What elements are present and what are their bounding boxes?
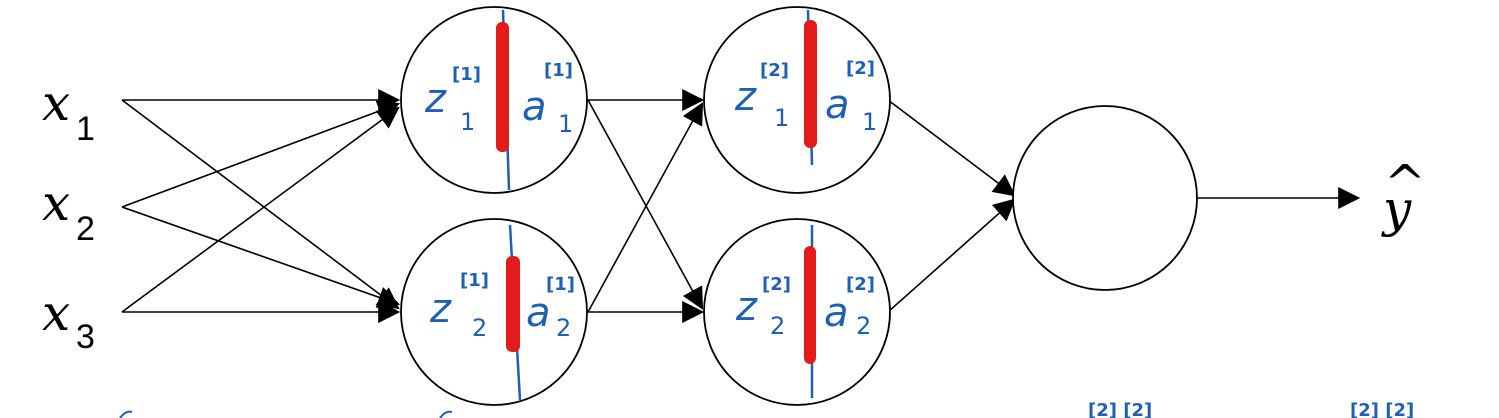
yhat-hat: ^ xyxy=(1384,154,1426,212)
z-layer: [1] xyxy=(452,64,481,85)
node-output xyxy=(1012,105,1198,291)
node-layer2-unit1: z [2] 1 a [2] 1 xyxy=(703,6,891,194)
red-highlight xyxy=(496,22,509,152)
node-circle xyxy=(703,6,891,194)
edge-h21-out xyxy=(887,99,1016,197)
input-x3: x 3 xyxy=(42,284,95,356)
z-symbol: z xyxy=(429,286,452,332)
a-layer: [1] xyxy=(544,60,573,81)
a-symbol: a xyxy=(824,290,849,336)
z-index: 2 xyxy=(472,314,487,342)
edges-layer2-to-output xyxy=(887,99,1361,313)
z-layer: [2] xyxy=(760,60,789,81)
yhat-symbol: y xyxy=(1381,180,1412,238)
a-index: 2 xyxy=(856,312,871,340)
input-x1: x 1 xyxy=(42,74,95,148)
a-symbol: a xyxy=(522,84,547,130)
z-index: 1 xyxy=(460,108,475,136)
z-symbol: z xyxy=(735,284,758,330)
node-layer1-unit2: z [1] 2 a [1] 2 xyxy=(400,218,588,406)
input-x2: x 2 xyxy=(42,174,95,248)
a-symbol: a xyxy=(526,290,551,336)
input-x1-index: 1 xyxy=(76,110,95,148)
bottom-handwritten-notes: [2] [2] [2] [2] xyxy=(119,400,1414,418)
red-highlight xyxy=(804,246,816,364)
node-circle xyxy=(703,218,891,406)
z-layer: [1] xyxy=(460,270,489,291)
input-x3-index: 3 xyxy=(76,318,95,356)
z-index: 1 xyxy=(774,104,789,132)
a-layer: [1] xyxy=(546,274,575,295)
bottom-note-2: [2] [2] xyxy=(1350,400,1414,418)
a-index: 1 xyxy=(558,110,573,138)
input-x1-symbol: x xyxy=(42,74,70,132)
edge-x1-h2 xyxy=(121,99,400,310)
output-yhat: y ^ xyxy=(1381,154,1426,238)
z-layer: [2] xyxy=(762,274,791,295)
edge-h22-out xyxy=(887,198,1016,313)
node-circle xyxy=(400,218,588,406)
a-index: 2 xyxy=(556,314,571,342)
input-x2-index: 2 xyxy=(76,210,95,248)
edge-x2-h1 xyxy=(121,100,401,208)
red-highlight xyxy=(804,20,817,148)
bottom-stroke xyxy=(439,410,453,418)
red-highlight xyxy=(506,256,520,352)
edge-h11-h22 xyxy=(587,99,704,310)
z-index: 2 xyxy=(770,312,785,340)
node-layer1-unit1: z [1] 1 a [1] 1 xyxy=(400,6,588,194)
input-x2-symbol: x xyxy=(42,174,70,232)
z-symbol: z xyxy=(424,76,447,122)
edges-input-to-layer1 xyxy=(121,89,401,323)
input-x3-symbol: x xyxy=(42,284,70,342)
bottom-note-1: [2] [2] xyxy=(1088,400,1152,418)
edge-x2-h2 xyxy=(121,206,401,308)
edges-layer1-to-layer2 xyxy=(587,89,705,323)
a-layer: [2] xyxy=(846,58,875,79)
node-circle xyxy=(400,6,588,194)
edge-x3-h1 xyxy=(121,106,400,313)
node-circle xyxy=(1012,105,1198,291)
node-layer2-unit2: z [2] 2 a [2] 2 xyxy=(703,218,891,406)
bottom-stroke xyxy=(119,410,133,418)
a-layer: [2] xyxy=(846,274,875,295)
a-index: 1 xyxy=(862,108,877,136)
z-symbol: z xyxy=(734,74,757,120)
edge-h12-h21 xyxy=(587,102,704,313)
a-symbol: a xyxy=(825,82,850,128)
